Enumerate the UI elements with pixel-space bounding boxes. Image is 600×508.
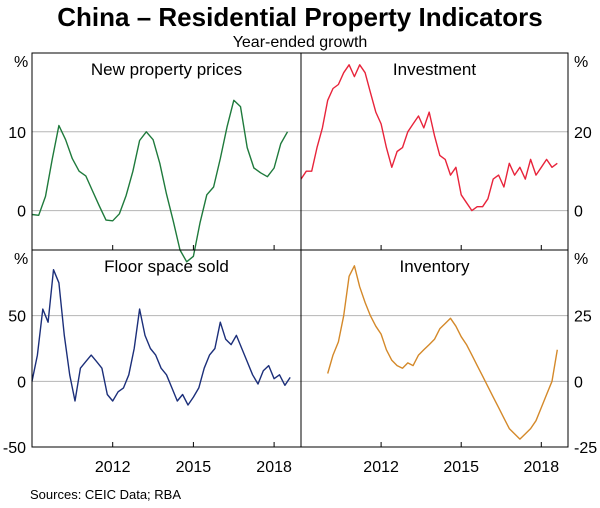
inventory-series-line <box>327 265 558 440</box>
new-property-prices-panel-title: New property prices <box>91 60 242 79</box>
right-x-tick-label: 2018 <box>524 459 560 476</box>
new-property-prices-y-tick-label: 10 <box>8 125 26 142</box>
chart-title: China – Residential Property Indicators <box>57 2 542 32</box>
left-x-tick-label: 2012 <box>95 459 131 476</box>
investment-series-line <box>300 64 558 212</box>
frames-group <box>31 52 569 448</box>
investment-unit-label: % <box>574 54 588 71</box>
source-note: Sources: CEIC Data; RBA <box>30 487 181 502</box>
new-property-prices-unit-label: % <box>14 54 28 71</box>
right-x-tick-label: 2015 <box>443 459 479 476</box>
inventory-y-tick-label: -25 <box>574 440 597 457</box>
inventory-y-tick-label: 0 <box>574 374 583 391</box>
left-x-tick-label: 2018 <box>256 459 292 476</box>
right-x-tick-label: 2012 <box>363 459 399 476</box>
series-group <box>31 64 558 440</box>
gridlines-group <box>32 131 568 382</box>
inventory-unit-label: % <box>574 251 588 268</box>
floor-space-sold-panel-title: Floor space sold <box>104 257 229 276</box>
investment-y-tick-label: 0 <box>574 204 583 221</box>
floor-space-sold-series-line <box>31 269 291 406</box>
floor-space-sold-y-tick-label: 50 <box>8 309 26 326</box>
new-property-prices-y-tick-label: 0 <box>17 204 26 221</box>
floor-space-sold-unit-label: % <box>14 251 28 268</box>
labels-group: 10 0% New property prices 20 0% Investment 50 0… <box>3 54 597 476</box>
floor-space-sold-y-tick-label: 0 <box>17 374 26 391</box>
investment-y-tick-label: 20 <box>574 125 592 142</box>
left-x-tick-label: 2015 <box>176 459 212 476</box>
investment-panel-title: Investment <box>393 60 476 79</box>
chart-subtitle: Year-ended growth <box>233 34 368 51</box>
floor-space-sold-y-tick-label: -50 <box>3 440 26 457</box>
new-property-prices-series-line <box>31 99 289 263</box>
inventory-y-tick-label: 25 <box>574 309 592 326</box>
inventory-panel-title: Inventory <box>400 257 470 276</box>
